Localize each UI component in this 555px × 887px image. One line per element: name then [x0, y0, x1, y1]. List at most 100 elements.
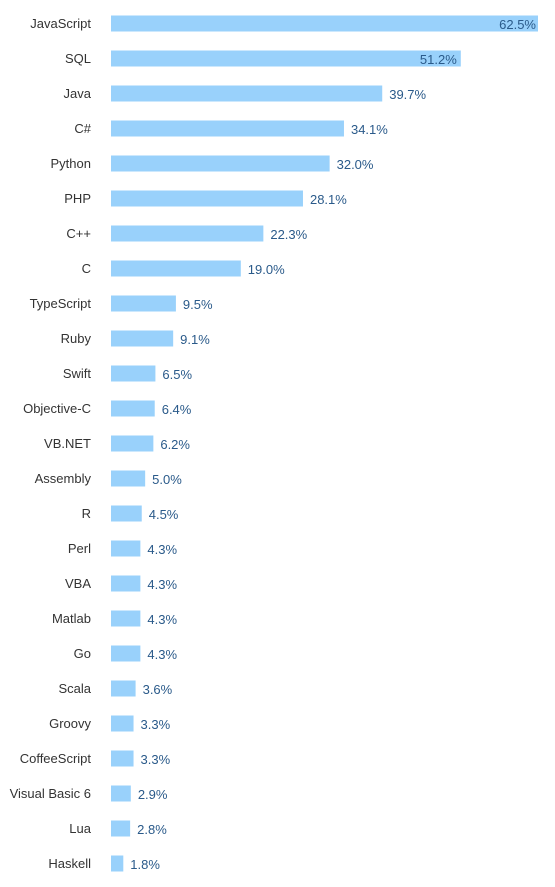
category-label: Matlab	[52, 611, 91, 626]
category-label: Haskell	[48, 856, 91, 871]
category-label: VBA	[65, 576, 91, 591]
value-label: 9.1%	[180, 332, 210, 347]
value-label: 39.7%	[389, 87, 426, 102]
value-label: 3.3%	[141, 717, 171, 732]
value-label: 62.5%	[499, 17, 536, 32]
bar	[111, 50, 461, 67]
value-label: 4.3%	[147, 647, 177, 662]
bar-row: C 19.0%	[82, 260, 285, 277]
bar	[111, 400, 155, 417]
value-label: 4.5%	[149, 507, 179, 522]
bar	[111, 120, 344, 137]
value-label: 6.4%	[162, 402, 192, 417]
category-label: Ruby	[61, 331, 92, 346]
bar-row: Scala 3.6%	[58, 680, 173, 697]
bar-row: VBA 4.3%	[65, 575, 177, 592]
category-label: Go	[74, 646, 91, 661]
value-label: 2.8%	[137, 822, 167, 837]
bar	[111, 505, 142, 522]
category-label: C	[82, 261, 91, 276]
value-label: 4.3%	[147, 612, 177, 627]
bar	[111, 15, 538, 32]
bar-row: Objective-C 6.4%	[23, 400, 192, 417]
category-label: CoffeeScript	[20, 751, 92, 766]
bar-row: R 4.5%	[82, 505, 179, 522]
value-label: 34.1%	[351, 122, 388, 137]
bar	[111, 85, 383, 102]
bar	[111, 575, 141, 592]
value-label: 9.5%	[183, 297, 213, 312]
bar-row: Ruby 9.1%	[61, 330, 210, 347]
value-label: 19.0%	[248, 262, 285, 277]
bar-row: Go 4.3%	[74, 645, 177, 662]
category-label: R	[82, 506, 91, 521]
category-label: Perl	[68, 541, 91, 556]
value-label: 6.2%	[160, 437, 190, 452]
bar-row: Perl 4.3%	[68, 540, 177, 557]
category-label: C#	[74, 121, 91, 136]
bar-row: C++ 22.3%	[66, 225, 308, 242]
bar	[111, 190, 303, 207]
category-label: Groovy	[49, 716, 91, 731]
category-label: TypeScript	[30, 296, 92, 311]
value-label: 28.1%	[310, 192, 347, 207]
bar-row: TypeScript 9.5%	[30, 295, 213, 312]
bar	[111, 820, 131, 837]
bar	[111, 680, 136, 697]
value-label: 51.2%	[420, 52, 457, 67]
value-label: 22.3%	[270, 227, 307, 242]
bar-row: Groovy 3.3%	[49, 715, 171, 732]
bar	[111, 715, 134, 732]
bar	[111, 645, 141, 662]
bar	[111, 330, 174, 347]
value-label: 4.3%	[147, 542, 177, 557]
bar-row: C# 34.1%	[74, 120, 388, 137]
category-label: Objective-C	[23, 401, 91, 416]
category-label: Scala	[58, 681, 91, 696]
bar	[111, 470, 146, 487]
bar	[111, 750, 134, 767]
bar	[111, 225, 264, 242]
bar	[111, 435, 154, 452]
bar	[111, 295, 176, 312]
value-label: 2.9%	[138, 787, 168, 802]
bar-row: JavaScript 62.5%	[30, 15, 538, 32]
bar-row: PHP 28.1%	[64, 190, 347, 207]
value-label: 3.6%	[143, 682, 173, 697]
bar-row: Visual Basic 6 2.9%	[10, 785, 168, 802]
bar	[111, 540, 141, 557]
bar-row: Python 32.0%	[51, 155, 374, 172]
bar-row: Swift 6.5%	[63, 365, 192, 382]
bar-row: Lua 2.8%	[69, 820, 167, 837]
category-label: Python	[51, 156, 91, 171]
bar-row: Assembly 5.0%	[35, 470, 182, 487]
bar	[111, 610, 141, 627]
bar	[111, 855, 124, 872]
bar-row: SQL 51.2%	[65, 50, 461, 67]
category-label: Visual Basic 6	[10, 786, 91, 801]
category-label: PHP	[64, 191, 91, 206]
category-label: VB.NET	[44, 436, 91, 451]
bar-row: VB.NET 6.2%	[44, 435, 190, 452]
bar-row: CoffeeScript 3.3%	[20, 750, 171, 767]
value-label: 5.0%	[152, 472, 182, 487]
bar-row: Java 39.7%	[64, 85, 427, 102]
bar	[111, 155, 330, 172]
value-label: 4.3%	[147, 577, 177, 592]
bar-row: Haskell 1.8%	[48, 855, 160, 872]
category-label: Java	[64, 86, 92, 101]
bar	[111, 260, 241, 277]
value-label: 32.0%	[337, 157, 374, 172]
value-label: 3.3%	[141, 752, 171, 767]
value-label: 6.5%	[162, 367, 192, 382]
category-label: JavaScript	[30, 16, 91, 31]
value-label: 1.8%	[130, 857, 160, 872]
category-label: Swift	[63, 366, 92, 381]
category-label: Assembly	[35, 471, 92, 486]
category-label: C++	[66, 226, 91, 241]
category-label: SQL	[65, 51, 91, 66]
bar	[111, 785, 131, 802]
bar	[111, 365, 156, 382]
bar-row: Matlab 4.3%	[52, 610, 177, 627]
